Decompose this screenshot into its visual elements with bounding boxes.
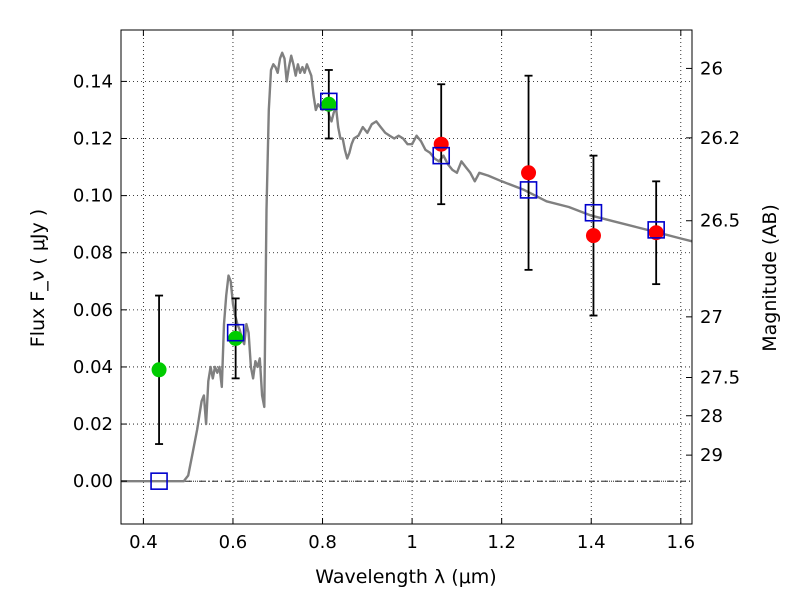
model-square-marker — [647, 221, 665, 239]
data-point-marker — [151, 362, 167, 378]
data-point-marker — [433, 136, 449, 152]
model-squares — [150, 92, 665, 490]
data-point-marker — [228, 330, 244, 346]
y-tick-label: 0.00 — [73, 471, 113, 492]
data-points — [151, 96, 664, 378]
model-square-marker — [319, 92, 338, 111]
y-tick-label: 0.10 — [73, 186, 113, 207]
data-point-marker — [585, 228, 601, 244]
plot-frame — [120, 29, 693, 525]
model-square-marker — [519, 181, 538, 199]
y2-tick-label: 27.5 — [700, 367, 740, 388]
model-square-marker — [432, 146, 451, 165]
y-tick-label: 0.08 — [73, 243, 113, 264]
data-point-marker — [648, 225, 664, 241]
x-tick-label: 1.6 — [666, 532, 695, 553]
x-tick-label: 1 — [406, 532, 417, 553]
model-square-marker — [584, 203, 603, 222]
y-tick-label: 0.04 — [73, 357, 113, 378]
x-axis-ticks: 0.4 0.6 0.8 1 1.2 1.4 1.6 — [129, 30, 695, 553]
y2-axis-label: Magnitude (AB) — [759, 204, 781, 352]
grid — [121, 30, 692, 524]
x-tick-label: 0.8 — [308, 532, 337, 553]
model-square-marker — [226, 323, 245, 342]
y2-tick-label: 26 — [700, 58, 723, 79]
x-tick-label: 1.4 — [577, 532, 606, 553]
y2-tick-label: 27 — [700, 307, 723, 328]
model-square-marker — [150, 472, 168, 490]
y2-tick-label: 26.5 — [700, 211, 740, 232]
x-axis-label: Wavelength λ (μm) — [315, 566, 496, 588]
y2-tick-label: 29 — [700, 445, 723, 466]
x-tick-label: 0.4 — [129, 532, 158, 553]
y-axis-ticks: 0.00 0.02 0.04 0.06 0.08 0.10 0.12 0.14 — [73, 71, 127, 492]
y-tick-label: 0.06 — [73, 300, 113, 321]
y-tick-label: 0.12 — [73, 129, 113, 150]
y2-tick-label: 26.2 — [700, 128, 740, 149]
sed-model-curve — [121, 51, 693, 483]
y-axis-label: Flux F_ν ( μJy ) — [27, 209, 49, 347]
error-bars — [155, 69, 661, 445]
y-tick-label: 0.02 — [73, 414, 113, 435]
data-point-marker — [521, 165, 537, 181]
x-tick-label: 0.6 — [219, 532, 248, 553]
y2-axis-ticks: 26 26.2 26.5 27 27.5 28 29 — [686, 58, 740, 466]
sed-line — [121, 51, 693, 483]
data-point-marker — [321, 96, 337, 112]
x-tick-label: 1.2 — [487, 532, 516, 553]
y-tick-label: 0.14 — [73, 71, 113, 92]
y2-tick-label: 28 — [700, 406, 723, 427]
